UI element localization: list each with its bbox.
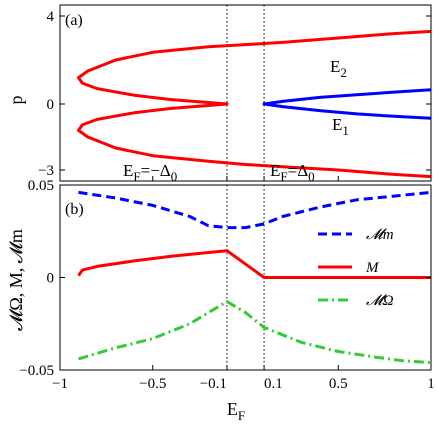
- curve-label-e2-sub: 2: [340, 65, 347, 80]
- legend-label-m: M: [365, 260, 380, 276]
- panel-b-xtick-label-0: −1: [52, 376, 68, 392]
- panel-b-xtick-label-3: 0.1: [264, 376, 283, 392]
- panel-a: −304 (a) p E2 E1 EF=−Δ0 EF=Δ0: [6, 4, 432, 184]
- panel-a-frame: [59, 4, 432, 182]
- series-m: [77, 249, 431, 279]
- annot1-eq: =−Δ: [141, 161, 171, 180]
- xlabel-sub: F: [238, 408, 245, 423]
- panel-b-xticks: −1 −0.5 −0.1 0.1 0.5 1: [52, 176, 435, 392]
- series-e2-branch-1: [77, 102, 431, 179]
- legend-label-m-omega: 𝓜Ω: [366, 293, 394, 309]
- panel-b-xlabel: EF: [227, 399, 245, 423]
- annot1-sub2: 0: [171, 169, 178, 184]
- panel-b-xtick-label-1: −0.5: [139, 376, 166, 392]
- annotation-ef-delta: EF=Δ0: [270, 161, 315, 184]
- annotation-ef-minus-delta: EF=−Δ0: [123, 161, 177, 184]
- panel-a-yticks: −3 0 4: [38, 9, 431, 179]
- series-m-m: [78, 190, 431, 230]
- legend-label-m-m: 𝓜m: [366, 227, 394, 243]
- panel-b-xtick-label-4: 0.5: [329, 376, 348, 392]
- xlabel-base: E: [227, 399, 238, 419]
- panel-b-label: (b): [65, 201, 84, 218]
- annot2-sub: F: [280, 169, 287, 184]
- panel-a-vlines: [226, 5, 265, 181]
- annot2-sub2: 0: [308, 169, 315, 184]
- panel-b: −0.05 0 0.05 −1 −0.5 −0.1 0.1 0.5 1 (b) 𝓜Ω, M, …: [6, 176, 435, 423]
- panel-b-xtick-label-5: 1: [427, 376, 435, 392]
- curve-label-e2: E2: [330, 57, 347, 80]
- panel-a-ytick-label-0: −3: [38, 163, 54, 179]
- panel-b-ytick-label-1: 0: [47, 271, 55, 287]
- curve-label-e1: E1: [332, 115, 349, 138]
- panel-b-ylabel: 𝓜Ω, M, 𝓜m: [6, 229, 26, 331]
- panel-a-ylabel: p: [6, 96, 26, 105]
- panel-b-series: [77, 190, 431, 365]
- series-e1-branch-1: [262, 102, 431, 120]
- panel-a-label: (a): [65, 12, 83, 29]
- panel-b-ytick-label-2: 0.05: [28, 178, 54, 194]
- annot2-base: E: [270, 161, 280, 180]
- panel-b-yticks: −0.05 0 0.05: [19, 178, 431, 379]
- curve-label-e1-sub: 1: [342, 123, 349, 138]
- curve-label-e2-base: E: [330, 57, 340, 76]
- panel-b-ytick-label-0: −0.05: [19, 363, 54, 379]
- series-m-omega: [78, 300, 431, 365]
- legend: 𝓜m M 𝓜Ω: [318, 227, 394, 309]
- panel-a-ytick-label-1: 0: [47, 97, 55, 113]
- panel-b-vlines: [226, 185, 265, 370]
- annot1-base: E: [123, 161, 133, 180]
- panel-a-series: [77, 29, 431, 179]
- panel-a-ytick-label-2: 4: [47, 9, 55, 25]
- annot1-sub: F: [133, 169, 140, 184]
- series-e1-branch-0: [262, 88, 431, 106]
- annot2-eq: =Δ: [288, 161, 309, 180]
- curve-label-e1-base: E: [332, 115, 342, 134]
- panel-b-xtick-label-2: −0.1: [200, 376, 227, 392]
- series-e2-branch-0: [77, 29, 431, 106]
